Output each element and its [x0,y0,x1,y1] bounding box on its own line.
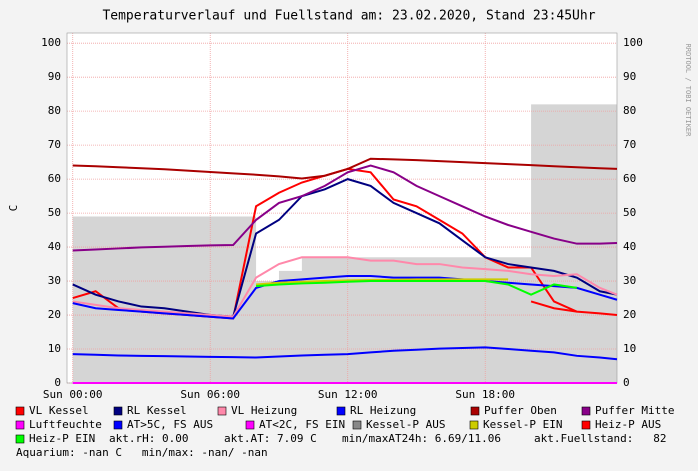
series-line [530,300,578,313]
y-tick-label: 70 [48,138,61,151]
series-line [255,278,509,286]
y-tick-label: 90 [48,70,61,83]
y2-tick-label: 80 [623,104,636,117]
y-tick-label: 20 [48,308,61,321]
x-tick-label: Sun 00:00 [43,388,103,401]
legend-swatch [15,434,25,444]
y-tick-label: 10 [48,342,61,355]
legend-swatch [581,420,591,430]
watermark: RRDTOOL / TOBI OETIKER [684,44,692,138]
y2-tick-label: 70 [623,138,636,151]
y-tick-label: 80 [48,104,61,117]
y2-tick-label: 10 [623,342,636,355]
x-tick-label: Sun 12:00 [318,388,378,401]
area [72,104,617,383]
note: min/maxAT24h: 6.69/11.06 [342,432,501,445]
note: akt.AT: 7.09 C [224,432,317,445]
chart-title: Temperaturverlauf und Fuellstand am: 23.… [102,9,595,24]
y2-tick-label: 30 [623,274,636,287]
legend-label: Puffer Oben [484,404,557,417]
legend-label: Heiz-P AUS [595,418,661,431]
legend-label: AT<2C, FS EIN [259,418,345,431]
legend-swatch [15,420,25,430]
note: Aquarium: -nan C min/max: -nan/ -nan [16,446,268,459]
legend-label: VL Kessel [29,404,89,417]
plot-area [67,33,617,383]
legend-swatch [245,420,255,430]
series-line [72,274,618,320]
legend-label: AT>5C, FS AUS [127,418,213,431]
legend-swatch [581,406,591,416]
y2-tick-label: 20 [623,308,636,321]
legend-swatch [470,406,480,416]
y2-tick-label: 0 [623,376,630,389]
series-line [255,280,578,296]
y-axis-label: C [7,205,20,212]
note: akt.Fuellstand: 82 [534,432,666,445]
note: akt.rH: 0.00 [109,432,188,445]
legend-swatch [336,406,346,416]
x-tick-label: Sun 18:00 [455,388,515,401]
legend-label: Luftfeuchte [29,418,102,431]
y2-tick-label: 40 [623,240,636,253]
y-tick-label: 60 [48,172,61,185]
legend-swatch [113,406,123,416]
legend-swatch [15,406,25,416]
legend-label: Heiz-P EIN [29,432,95,445]
y-tick-label: 100 [41,36,61,49]
y2-tick-label: 100 [623,36,643,49]
series-line [72,256,618,318]
x-tick-label: Sun 06:00 [180,388,240,401]
y2-tick-label: 60 [623,172,636,185]
legend-swatch [113,420,123,430]
series-line [72,164,618,252]
legend-label: Kessel-P EIN [483,418,562,431]
legend-label: RL Heizung [350,404,416,417]
series-line [72,178,618,318]
y2-tick-label: 90 [623,70,636,83]
y-tick-label: 40 [48,240,61,253]
legend-swatch [217,406,227,416]
legend-swatch [352,420,362,430]
legend-swatch [469,420,479,430]
y2-tick-label: 50 [623,206,636,219]
series-line [72,157,618,180]
series-line [72,346,618,361]
y-tick-label: 0 [54,376,61,389]
y-tick-label: 50 [48,206,61,219]
legend-label: Puffer Mitte [595,404,674,417]
legend-label: Kessel-P AUS [366,418,445,431]
legend-label: RL Kessel [127,404,187,417]
legend-label: VL Heizung [231,404,297,417]
y-tick-label: 30 [48,274,61,287]
